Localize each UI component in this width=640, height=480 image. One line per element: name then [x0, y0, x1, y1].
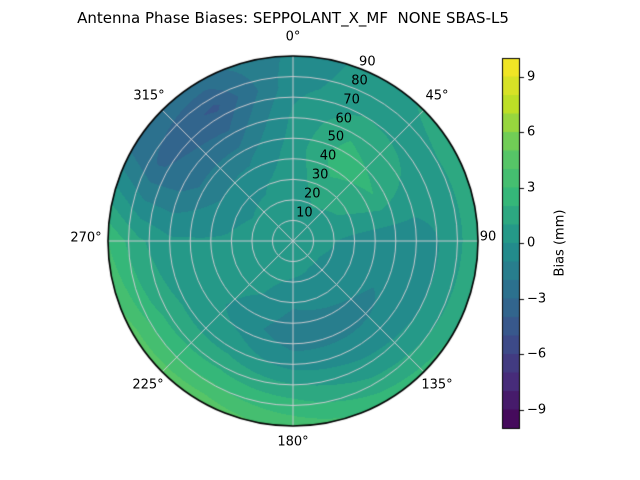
azimuth-label-0: 0°: [285, 29, 301, 45]
colorbar-tick-3: 3: [527, 180, 536, 195]
radius-label-40: 40: [319, 148, 337, 164]
colorbar-tick--9: −9: [527, 402, 547, 417]
colorbar-tick--3: −3: [527, 291, 547, 306]
colorbar-tick-0: 0: [527, 235, 536, 251]
azimuth-label-225: 225°: [132, 377, 164, 393]
radius-label-80: 80: [351, 73, 368, 89]
plot-title: Antenna Phase Biases: SEPPOLANT_X_MF NON…: [77, 9, 509, 27]
radius-label-20: 20: [303, 186, 321, 202]
azimuth-label-270: 270°: [70, 230, 102, 246]
colorbar-tick--6: −6: [527, 346, 547, 362]
radius-label-60: 60: [335, 111, 353, 126]
azimuth-label-315: 315°: [133, 88, 165, 104]
azimuth-label-180: 180°: [277, 434, 309, 450]
radius-label-70: 70: [343, 92, 360, 108]
radius-label-50: 50: [327, 129, 345, 145]
radius-label-90: 90: [359, 54, 376, 70]
azimuth-label-45: 45°: [425, 88, 449, 104]
colorbar-tick-6: 6: [527, 124, 536, 140]
radius-label-30: 30: [311, 167, 329, 183]
radius-label-10: 10: [296, 205, 313, 221]
azimuth-label-135: 135°: [421, 377, 453, 393]
colorbar-tick-9: 9: [527, 69, 536, 84]
colorbar-axis-label: Bias (mm): [552, 209, 568, 277]
azimuth-label-90: 90: [479, 229, 497, 245]
